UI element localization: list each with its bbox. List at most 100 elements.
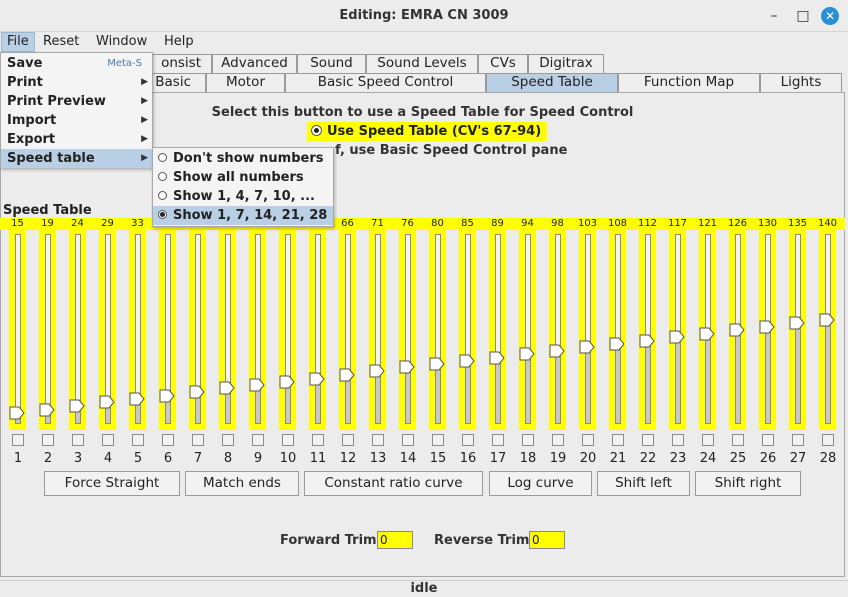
speed-slider[interactable]: 112	[633, 218, 662, 430]
slider-thumb-icon[interactable]	[309, 372, 325, 386]
slider-thumb-icon[interactable]	[819, 313, 835, 327]
slider-thumb-icon[interactable]	[609, 337, 625, 351]
tab-sound[interactable]: Sound	[297, 54, 366, 73]
speed-slider[interactable]	[213, 218, 242, 430]
speed-slider[interactable]: 89	[483, 218, 512, 430]
slider-thumb-icon[interactable]	[99, 395, 115, 409]
lock-checkbox[interactable]	[552, 434, 564, 446]
slider-thumb-icon[interactable]	[219, 381, 235, 395]
menu-file[interactable]: File	[1, 32, 35, 52]
lock-checkbox[interactable]	[762, 434, 774, 446]
slider-thumb-icon[interactable]	[249, 378, 265, 392]
lock-checkbox[interactable]	[342, 434, 354, 446]
speed-slider[interactable]: 94	[513, 218, 542, 430]
slider-thumb-icon[interactable]	[729, 323, 745, 337]
slider-thumb-icon[interactable]	[489, 351, 505, 365]
speed-slider[interactable]: 24	[63, 218, 92, 430]
slider-thumb-icon[interactable]	[279, 375, 295, 389]
lock-checkbox[interactable]	[222, 434, 234, 446]
slider-thumb-icon[interactable]	[759, 320, 775, 334]
menu-item-speed-table[interactable]: Speed table ▶	[1, 149, 152, 168]
tab-advanced[interactable]: Advanced	[212, 54, 297, 73]
menu-item-print-preview[interactable]: Print Preview ▶	[1, 92, 152, 111]
close-icon[interactable]: ✕	[821, 7, 839, 25]
tab-function-map[interactable]: Function Map	[618, 73, 760, 92]
speed-slider[interactable]: 29	[93, 218, 122, 430]
menu-window[interactable]: Window	[96, 34, 148, 49]
speed-slider[interactable]: 121	[693, 218, 722, 430]
shift-right-button[interactable]: Shift right	[695, 471, 801, 496]
speed-slider[interactable]: 140	[813, 218, 842, 430]
speed-slider[interactable]: 85	[453, 218, 482, 430]
reverse-trim-input[interactable]: 0	[529, 531, 565, 549]
shift-left-button[interactable]: Shift left	[597, 471, 690, 496]
forward-trim-input[interactable]: 0	[377, 531, 413, 549]
log-curve-button[interactable]: Log curve	[489, 471, 592, 496]
tab-motor[interactable]: Motor	[206, 73, 285, 92]
speed-slider[interactable]: 15	[3, 218, 32, 430]
tab-digitrax[interactable]: Digitrax	[528, 54, 604, 73]
menu-item-import[interactable]: Import ▶	[1, 111, 152, 130]
speed-slider[interactable]: 19	[33, 218, 62, 430]
speed-slider[interactable]: 130	[753, 218, 782, 430]
speed-slider[interactable]	[243, 218, 272, 430]
slider-thumb-icon[interactable]	[669, 330, 685, 344]
slider-thumb-icon[interactable]	[39, 403, 55, 417]
slider-thumb-icon[interactable]	[9, 406, 25, 420]
lock-checkbox[interactable]	[522, 434, 534, 446]
speed-slider[interactable]: 76	[393, 218, 422, 430]
lock-checkbox[interactable]	[612, 434, 624, 446]
speed-slider[interactable]: 135	[783, 218, 812, 430]
slider-thumb-icon[interactable]	[69, 399, 85, 413]
speed-slider[interactable]: 66	[333, 218, 362, 430]
lock-checkbox[interactable]	[822, 434, 834, 446]
use-speed-table-radio[interactable]: Use Speed Table (CV's 67-94)	[307, 122, 548, 141]
minimize-icon[interactable]: –	[770, 8, 778, 24]
speed-slider[interactable]: 108	[603, 218, 632, 430]
force-straight-button[interactable]: Force Straight	[44, 471, 180, 496]
menu-reset[interactable]: Reset	[43, 34, 80, 49]
match-ends-button[interactable]: Match ends	[185, 471, 299, 496]
lock-checkbox[interactable]	[642, 434, 654, 446]
menu-help[interactable]: Help	[164, 34, 194, 49]
lock-checkbox[interactable]	[192, 434, 204, 446]
tab-speed-table[interactable]: Speed Table	[486, 73, 618, 92]
tab-cvs[interactable]: CVs	[478, 54, 528, 73]
slider-thumb-icon[interactable]	[699, 327, 715, 341]
menu-item-print[interactable]: Print ▶	[1, 73, 152, 92]
slider-thumb-icon[interactable]	[159, 389, 175, 403]
slider-thumb-icon[interactable]	[459, 354, 475, 368]
lock-checkbox[interactable]	[252, 434, 264, 446]
lock-checkbox[interactable]	[702, 434, 714, 446]
slider-thumb-icon[interactable]	[519, 347, 535, 361]
speed-slider[interactable]	[153, 218, 182, 430]
submenu-item-show-all-numbers[interactable]: Show all numbers	[153, 168, 333, 187]
lock-checkbox[interactable]	[12, 434, 24, 446]
lock-checkbox[interactable]	[732, 434, 744, 446]
speed-slider[interactable]: 33	[123, 218, 152, 430]
lock-checkbox[interactable]	[312, 434, 324, 446]
lock-checkbox[interactable]	[672, 434, 684, 446]
lock-checkbox[interactable]	[372, 434, 384, 446]
tab-sound-levels[interactable]: Sound Levels	[366, 54, 478, 73]
submenu-item-show-every-third[interactable]: Show 1, 4, 7, 10, ...	[153, 187, 333, 206]
speed-slider[interactable]: 103	[573, 218, 602, 430]
lock-checkbox[interactable]	[132, 434, 144, 446]
slider-thumb-icon[interactable]	[549, 344, 565, 358]
slider-thumb-icon[interactable]	[339, 368, 355, 382]
speed-slider[interactable]: 117	[663, 218, 692, 430]
tab-lights[interactable]: Lights	[760, 73, 842, 92]
lock-checkbox[interactable]	[432, 434, 444, 446]
menu-item-export[interactable]: Export ▶	[1, 130, 152, 149]
slider-thumb-icon[interactable]	[579, 340, 595, 354]
slider-thumb-icon[interactable]	[129, 392, 145, 406]
speed-slider[interactable]: 126	[723, 218, 752, 430]
slider-thumb-icon[interactable]	[189, 385, 205, 399]
speed-slider[interactable]	[273, 218, 302, 430]
lock-checkbox[interactable]	[582, 434, 594, 446]
slider-thumb-icon[interactable]	[789, 316, 805, 330]
slider-thumb-icon[interactable]	[639, 334, 655, 348]
lock-checkbox[interactable]	[282, 434, 294, 446]
menu-item-save[interactable]: Save Meta-S	[1, 54, 152, 73]
submenu-item-show-1-7-14-21-28[interactable]: Show 1, 7, 14, 21, 28	[153, 206, 333, 225]
